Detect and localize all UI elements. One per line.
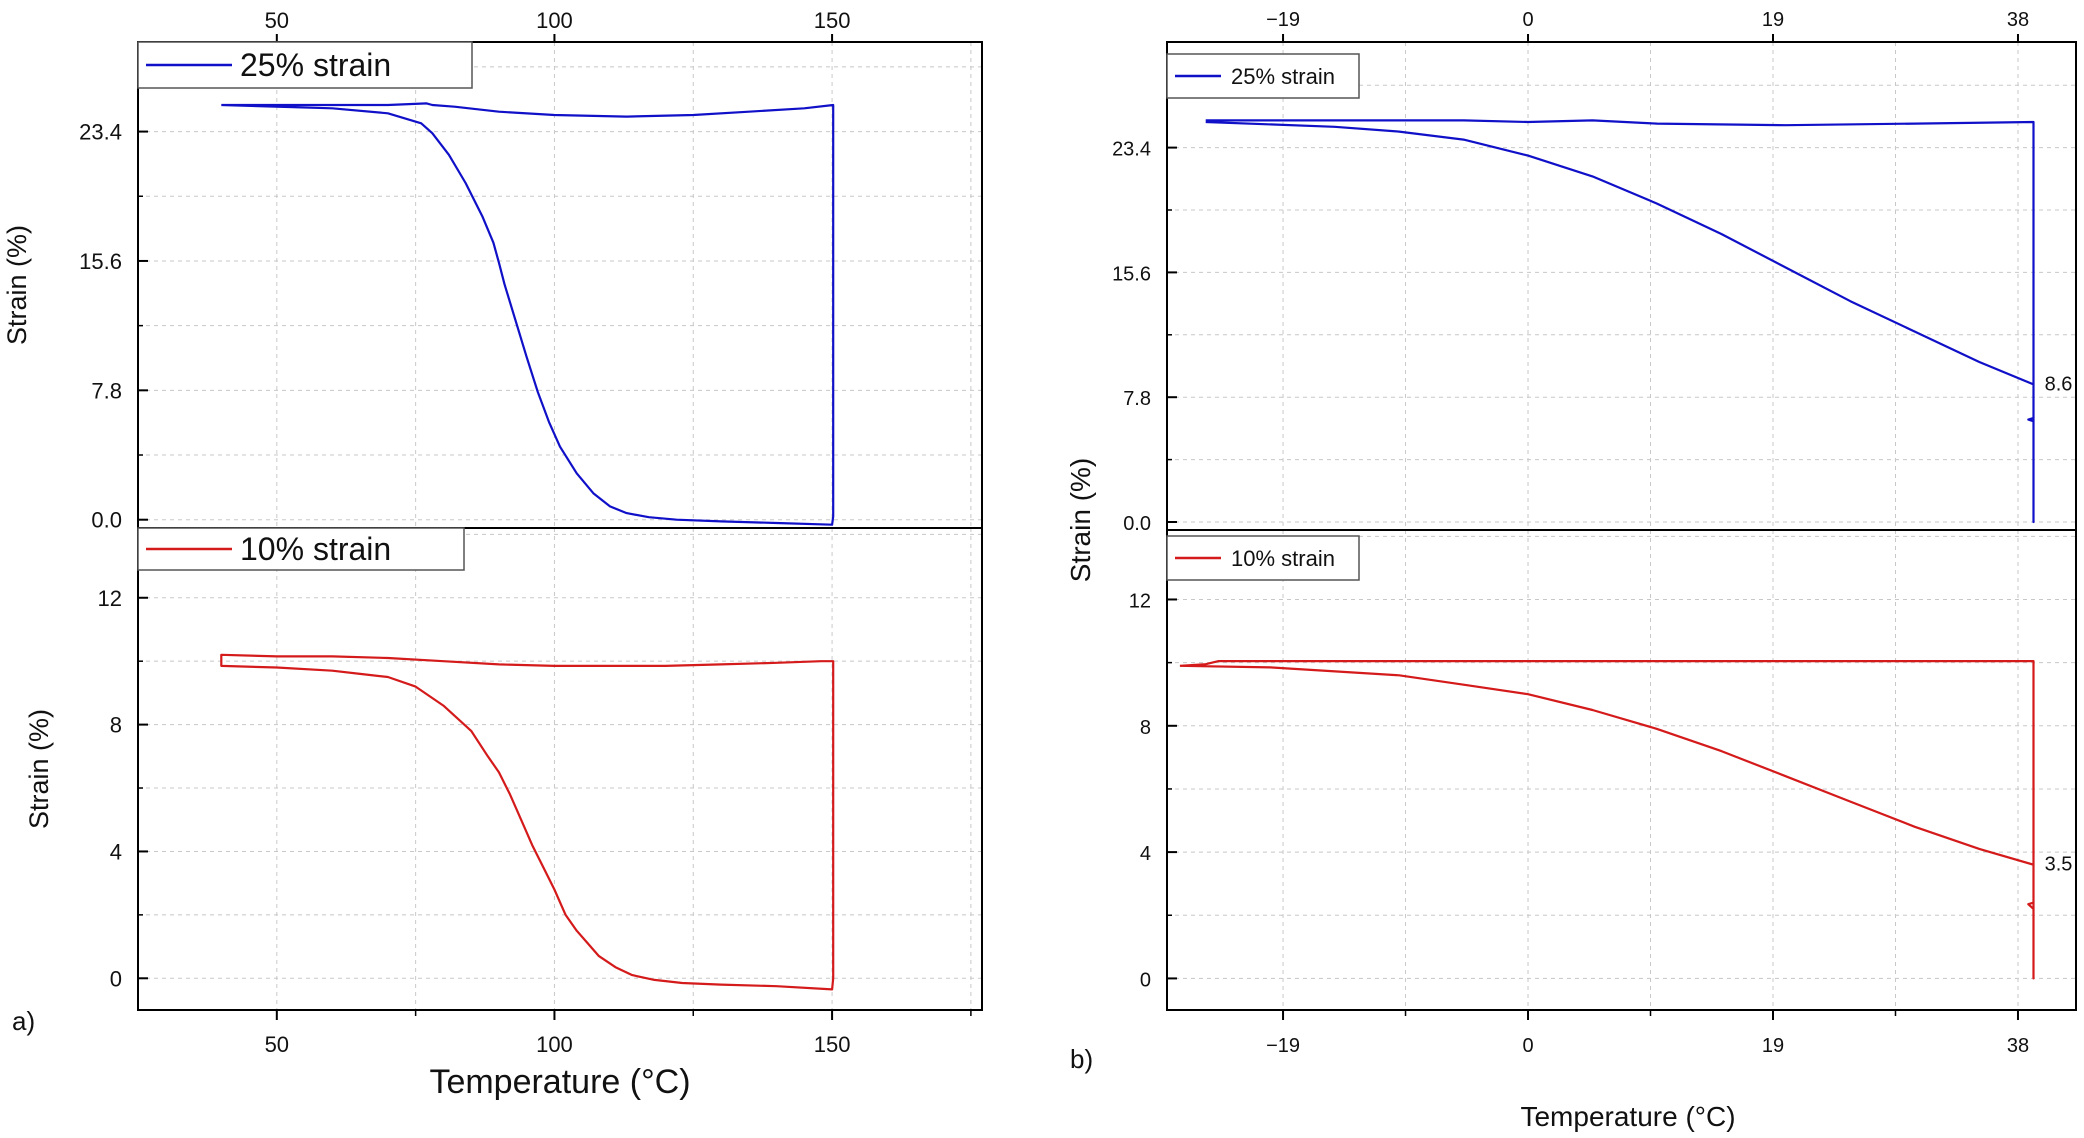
x-tick-label: 150 [814, 1032, 851, 1057]
y-tick-label: 15.6 [1112, 263, 1151, 285]
plot-frame [137, 527, 983, 1011]
legend-label: 10% strain [1231, 546, 1335, 571]
x-top-tick-label: −19 [1266, 9, 1300, 31]
panel-b-ylabel: Strain (%) [1065, 458, 1096, 582]
panel-b-label: b) [1070, 1044, 1093, 1074]
x-tick-label: 19 [1762, 1035, 1784, 1057]
legend-label: 10% strain [240, 531, 391, 567]
y-tick-label: 0.0 [91, 508, 122, 533]
series-line [1179, 660, 2035, 980]
data-label: 8.6 [2045, 373, 2073, 395]
x-tick-label: 0 [1522, 1035, 1533, 1057]
legend: 10% strain [1166, 535, 1360, 581]
y-tick-label: 15.6 [79, 249, 122, 274]
y-tick-label: 0 [1140, 969, 1151, 991]
legend: 10% strain [137, 527, 465, 571]
chart-b-top-25pct-strain: 0.0 7.8 15.6 23.4 −19 0 19 38 8.6 25% strain [1112, 9, 2077, 535]
legend-label: 25% strain [240, 47, 391, 83]
y-tick-label: 8 [1140, 717, 1151, 739]
series-line [221, 102, 835, 526]
y-tick-label: 4 [1140, 843, 1151, 865]
y-tick-label: 7.8 [1123, 388, 1151, 410]
series-line [220, 653, 835, 991]
chart-b-bottom-10pct-strain: 0 4 8 12 −19 0 19 38 3.5 10% strain [1129, 529, 2077, 1057]
panel-a-xlabel: Temperature (°C) [429, 1063, 690, 1101]
y-tick-label: 0.0 [1123, 513, 1151, 535]
panel-b-xlabel: Temperature (°C) [1520, 1101, 1735, 1132]
y-tick-label: 8 [110, 713, 122, 738]
y-tick-label: 7.8 [91, 378, 122, 403]
y-axis-label: Strain (%) [24, 709, 54, 829]
panel-a-label: a) [12, 1006, 35, 1036]
y-axis-label: Strain (%) [2, 225, 32, 345]
y-tick-label: 0 [110, 966, 122, 991]
panel-b: 0.0 7.8 15.6 23.4 −19 0 19 38 8.6 25% strain 0 4 8 1… [1065, 9, 2077, 1132]
x-top-tick-label: 0 [1522, 9, 1533, 31]
x-tick-label: 38 [2007, 1035, 2029, 1057]
x-top-tick-label: 100 [536, 8, 573, 33]
x-top-tick-label: 50 [265, 8, 289, 33]
chart-a-top-25pct-strain: 0.0 7.8 15.6 23.4 50 100 150 Strain (%) 25% stra… [2, 8, 983, 533]
y-tick-label: 12 [1129, 590, 1151, 612]
y-tick-label: 23.4 [1112, 139, 1151, 161]
x-top-tick-label: 19 [1762, 9, 1784, 31]
x-top-tick-label: 150 [814, 8, 851, 33]
data-label: 3.5 [2045, 854, 2073, 876]
x-tick-label: 50 [265, 1032, 289, 1057]
chart-a-bottom-10pct-strain: 0 4 8 12 50 100 150 Strain (%) 10% strain [24, 527, 983, 1057]
plot-frame [1166, 41, 2077, 531]
y-tick-label: 12 [98, 586, 122, 611]
legend: 25% strain [1166, 53, 1360, 99]
x-tick-label: −19 [1266, 1035, 1300, 1057]
y-tick-label: 23.4 [79, 120, 122, 145]
legend-label: 25% strain [1231, 64, 1335, 89]
plot-frame [1166, 529, 2077, 1011]
panel-a: 0.0 7.8 15.6 23.4 50 100 150 Strain (%) 25% stra… [2, 8, 983, 1101]
series-line [1205, 119, 2035, 524]
x-tick-label: 100 [536, 1032, 573, 1057]
legend: 25% strain [137, 41, 473, 89]
y-tick-label: 4 [110, 839, 122, 864]
x-top-tick-label: 38 [2007, 9, 2029, 31]
